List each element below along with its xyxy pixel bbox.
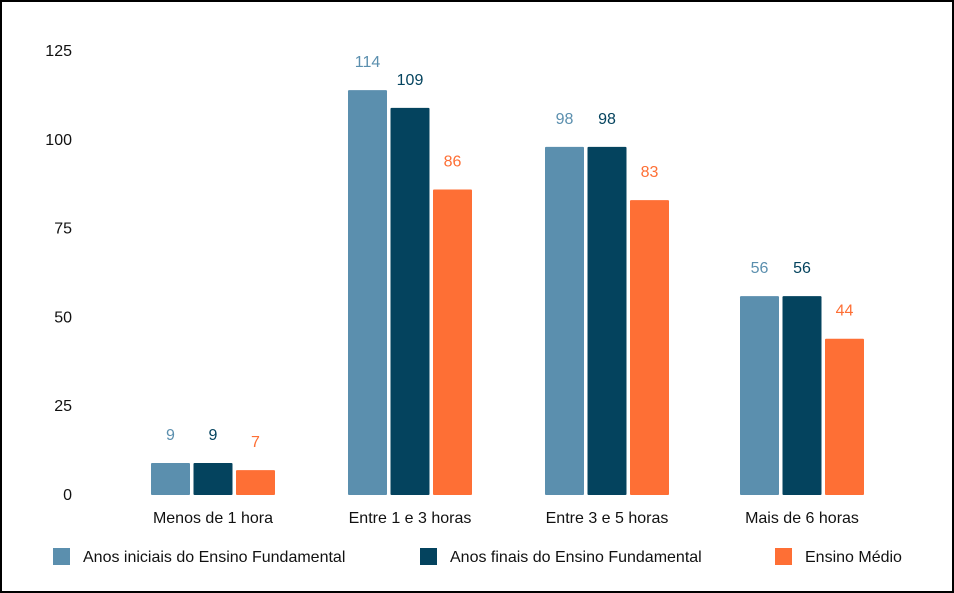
- data-label: 109: [397, 72, 424, 89]
- legend-swatch: [420, 548, 437, 565]
- bar: [433, 189, 472, 495]
- legend-label: Ensino Médio: [805, 549, 902, 566]
- x-axis-category-labels: Menos de 1 hora Entre 1 e 3 horas Entre 3 …: [153, 510, 859, 527]
- data-label: 86: [444, 154, 462, 171]
- bar: [193, 463, 233, 495]
- x-category-label: Menos de 1 hora: [153, 510, 273, 527]
- x-category-label: Mais de 6 horas: [745, 510, 859, 527]
- legend-item: Ensino Médio: [775, 548, 902, 566]
- bar: [825, 338, 864, 495]
- y-tick-label: 100: [45, 132, 72, 149]
- legend-swatch: [775, 548, 792, 565]
- bar: [390, 107, 430, 495]
- data-label: 9: [209, 427, 218, 444]
- y-tick-label: 0: [63, 487, 72, 504]
- bar: [236, 470, 275, 495]
- data-label: 98: [598, 111, 616, 128]
- bar: [151, 463, 190, 495]
- data-label: 83: [641, 164, 659, 181]
- legend-label: Anos finais do Ensino Fundamental: [450, 549, 702, 566]
- y-tick-label: 125: [45, 43, 72, 60]
- y-tick-label: 50: [54, 309, 72, 326]
- y-tick-label: 25: [54, 398, 72, 415]
- data-label: 44: [836, 303, 854, 320]
- data-labels: 9 9 7 114 109 86 98 98 83 56 56 44: [166, 54, 853, 451]
- bar: [782, 296, 822, 495]
- legend-item: Anos finais do Ensino Fundamental: [420, 548, 702, 566]
- data-label: 7: [251, 434, 260, 451]
- data-label: 56: [751, 260, 769, 277]
- y-axis-ticks: 0 25 50 75 100 125: [45, 43, 72, 504]
- data-label: 9: [166, 427, 175, 444]
- legend: Anos iniciais do Ensino Fundamental Anos …: [53, 548, 902, 566]
- y-tick-label: 75: [54, 221, 72, 238]
- bar: [348, 90, 387, 496]
- x-category-label: Entre 1 e 3 horas: [349, 510, 472, 527]
- data-label: 114: [355, 54, 381, 71]
- data-label: 56: [793, 260, 811, 277]
- legend-label: Anos iniciais do Ensino Fundamental: [83, 549, 345, 566]
- bars: [151, 90, 864, 496]
- bar: [545, 146, 584, 496]
- x-category-label: Entre 3 e 5 horas: [546, 510, 669, 527]
- data-label: 98: [556, 111, 574, 128]
- bar: [587, 146, 627, 496]
- legend-swatch: [53, 548, 70, 565]
- legend-item: Anos iniciais do Ensino Fundamental: [53, 548, 345, 566]
- bar: [740, 296, 779, 495]
- bar: [630, 200, 669, 495]
